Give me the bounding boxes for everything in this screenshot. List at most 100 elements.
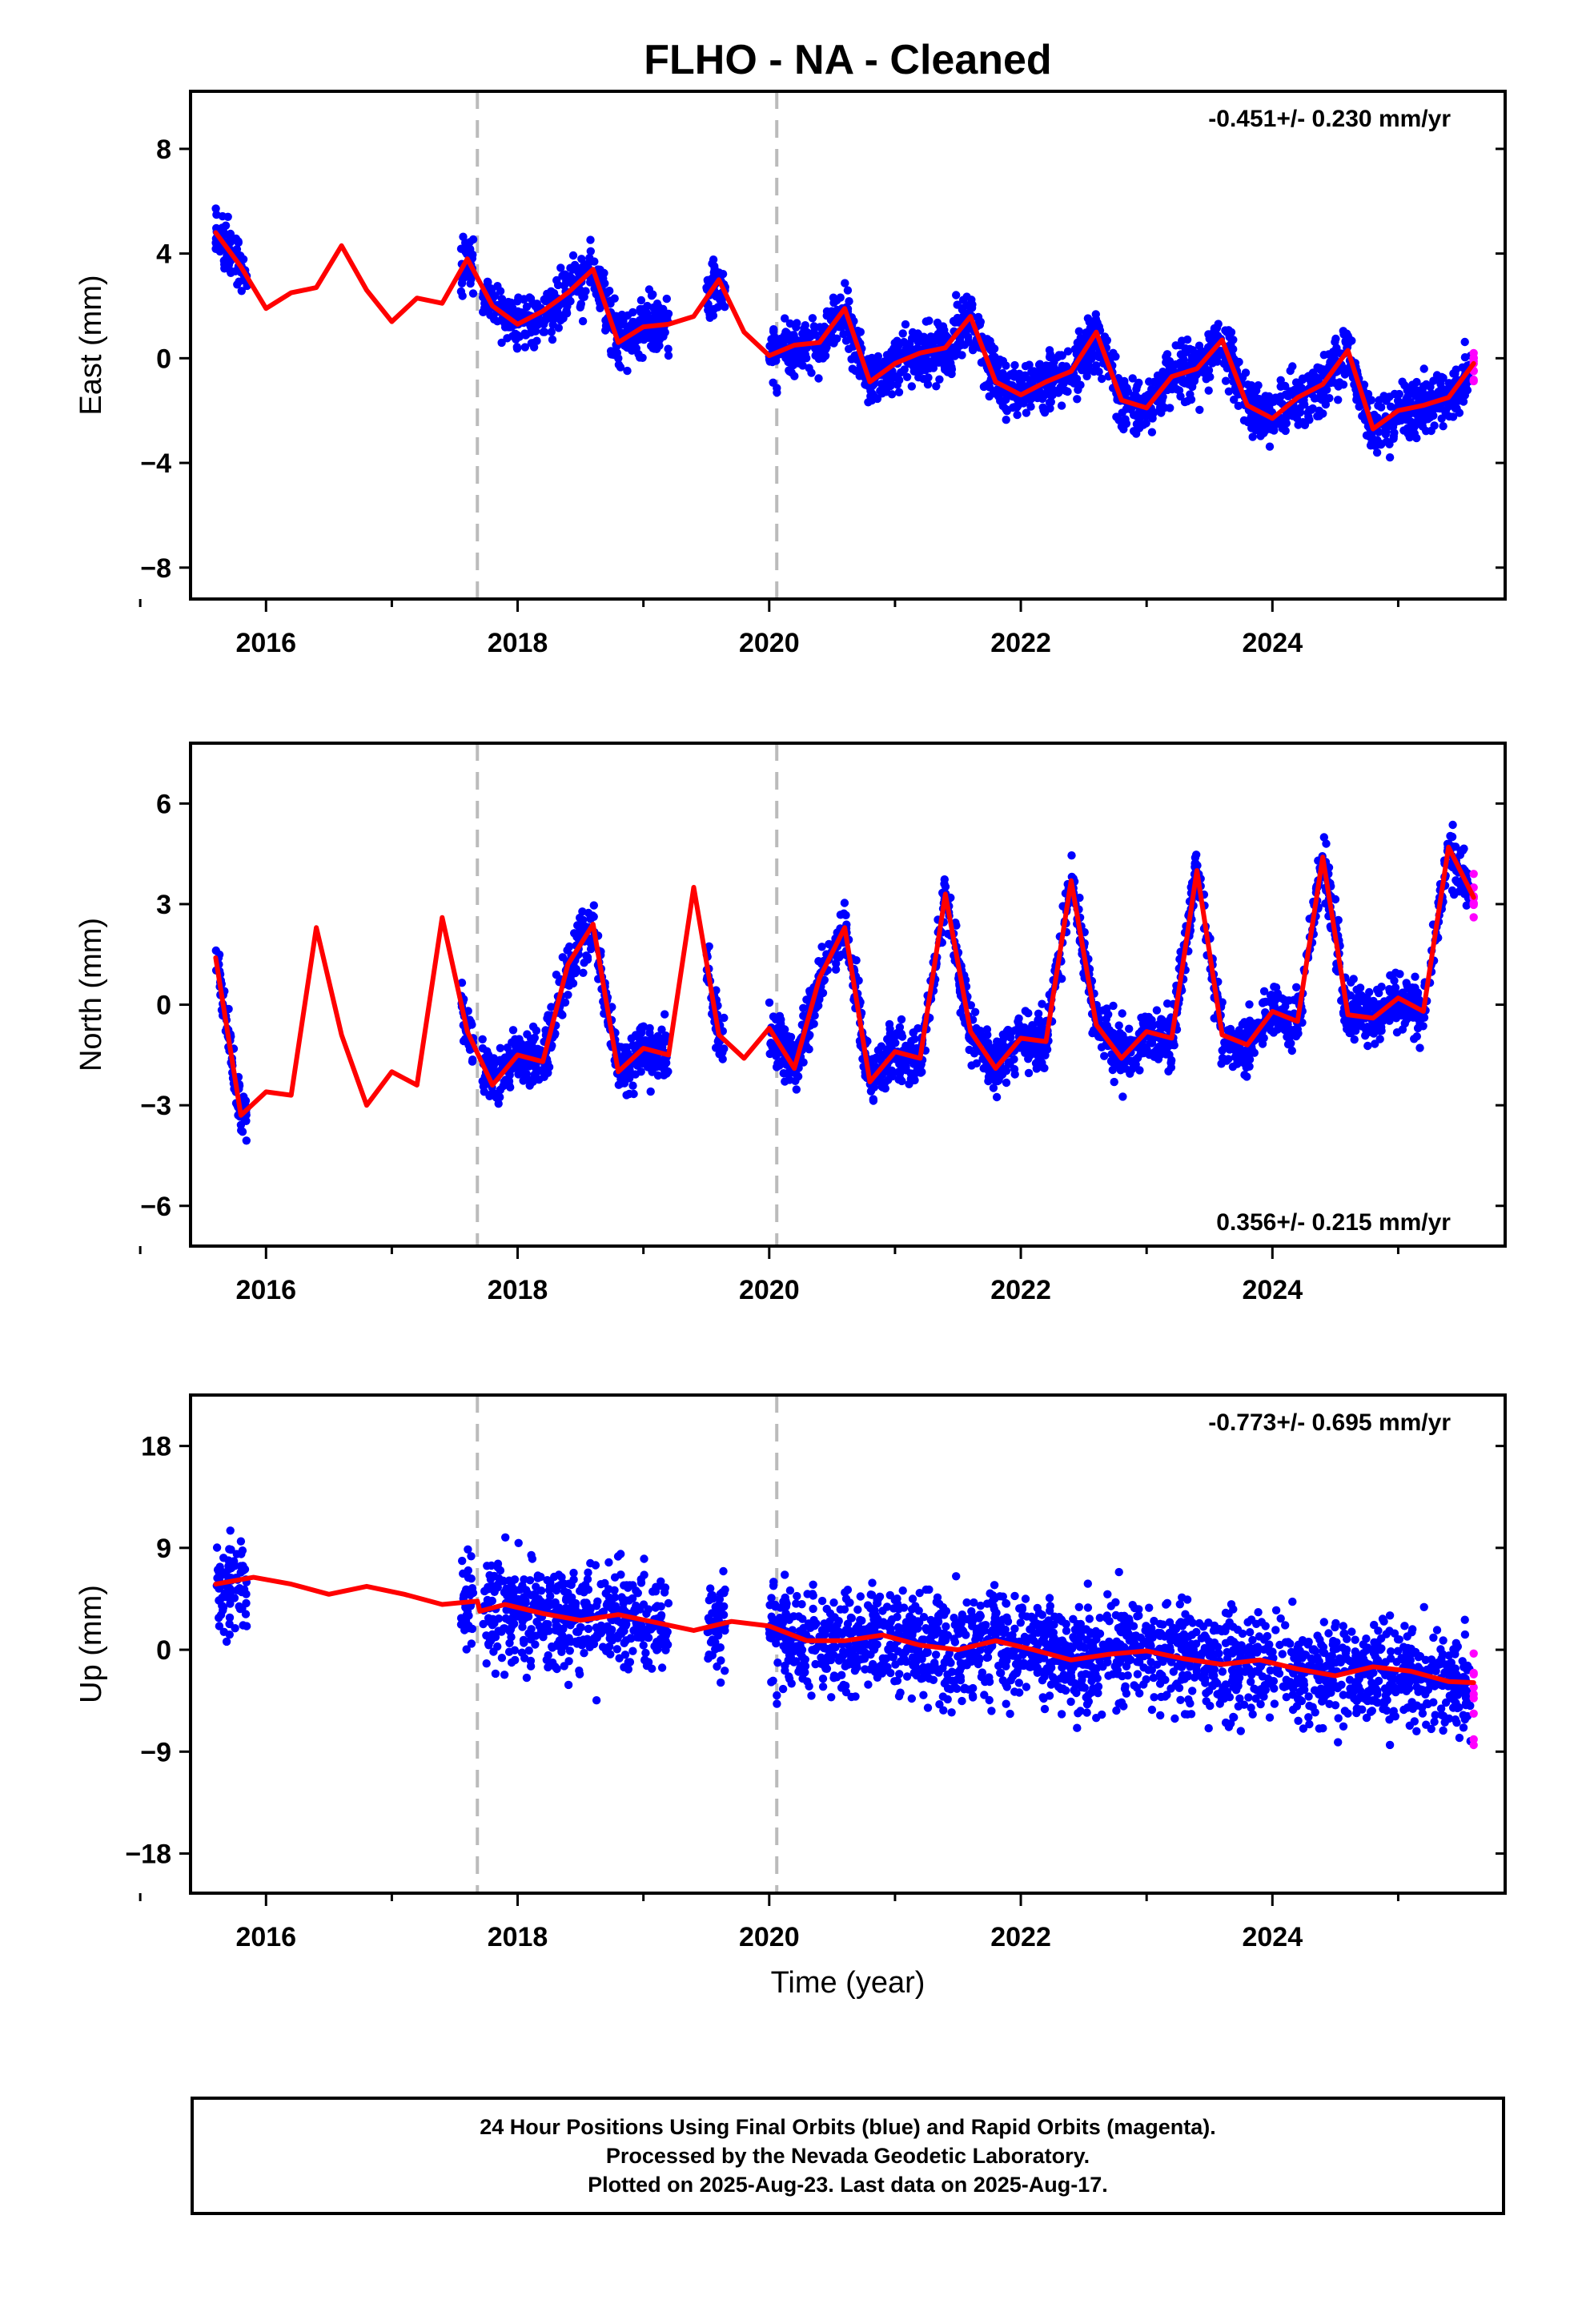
y-tick-label: 4 (156, 239, 171, 270)
data-point (866, 1087, 876, 1096)
data-point (1221, 376, 1231, 385)
data-point (1067, 851, 1076, 860)
data-point (962, 301, 972, 310)
data-point (960, 340, 970, 349)
data-point (619, 316, 628, 326)
data-point (1188, 382, 1197, 392)
data-point (636, 296, 646, 305)
data-point (560, 270, 569, 279)
data-point (898, 329, 907, 338)
data-point (1415, 1043, 1424, 1052)
data-point (588, 911, 597, 920)
data-point (1243, 1059, 1252, 1069)
data-point (718, 1055, 727, 1063)
data-point (873, 1046, 883, 1055)
data-point (836, 293, 845, 302)
data-point (1116, 1066, 1125, 1075)
data-point (1271, 393, 1280, 402)
data-point (702, 283, 711, 292)
data-point (660, 1035, 669, 1043)
data-point (1287, 1046, 1297, 1055)
data-point (713, 303, 722, 312)
data-point (211, 204, 220, 213)
data-point (1396, 1008, 1405, 1017)
data-point (1210, 324, 1219, 333)
data-point (552, 311, 562, 320)
data-point (905, 339, 914, 348)
data-point (1365, 987, 1374, 997)
data-point (1063, 347, 1073, 356)
data-point (1152, 1006, 1162, 1015)
data-point (709, 255, 718, 264)
data-point (832, 959, 841, 968)
data-point (1028, 368, 1038, 376)
data-point (596, 265, 604, 274)
data-point (497, 338, 506, 348)
data-point (851, 366, 860, 376)
data-point (1305, 405, 1314, 415)
data-point (1444, 412, 1454, 421)
data-point (829, 339, 838, 348)
data-point (1202, 375, 1211, 384)
data-point (1452, 404, 1461, 413)
data-point (1110, 1077, 1118, 1087)
data-point (1006, 1033, 1015, 1042)
data-point (1100, 1051, 1109, 1060)
data-point (1366, 441, 1375, 450)
data-point (579, 968, 588, 978)
data-point (1045, 352, 1054, 362)
data-point (1074, 327, 1084, 336)
data-point (930, 334, 938, 343)
figure-title: FLHO - NA - Cleaned (644, 37, 1051, 83)
data-point (1002, 416, 1010, 424)
data-point (1098, 374, 1106, 384)
data-point (1348, 1024, 1358, 1033)
scatter-points (211, 204, 1478, 462)
data-point (483, 1047, 492, 1055)
data-point (1460, 337, 1469, 347)
data-point (504, 1080, 513, 1089)
data-point (1405, 433, 1415, 442)
data-point (866, 386, 875, 396)
data-point (1358, 412, 1367, 420)
data-point (843, 286, 853, 295)
data-point (1413, 990, 1422, 999)
data-point (1155, 403, 1165, 412)
data-point (654, 303, 664, 312)
data-point (556, 263, 565, 272)
data-point (1118, 1009, 1126, 1018)
data-point (529, 343, 539, 352)
data-point (913, 1023, 922, 1033)
data-point (869, 1096, 878, 1105)
data-point (894, 388, 904, 396)
data-point (1369, 1029, 1379, 1038)
data-point (1341, 338, 1351, 347)
data-point (1399, 426, 1408, 435)
data-point (1441, 405, 1451, 415)
data-point (1411, 972, 1419, 981)
y-tick-label: −8 (140, 553, 171, 584)
x-tick-label: 2020 (739, 628, 800, 658)
data-point (1058, 975, 1066, 983)
data-point (1247, 411, 1256, 420)
data-point (478, 1035, 487, 1044)
data-point (900, 365, 909, 374)
data-point (801, 321, 809, 330)
data-point (1343, 329, 1351, 338)
data-point (664, 351, 673, 360)
data-point (1187, 352, 1197, 361)
data-point (1234, 401, 1243, 410)
data-point (1010, 1070, 1019, 1079)
data-point (985, 392, 994, 401)
data-point (1042, 361, 1050, 370)
data-point (576, 913, 584, 923)
data-point (998, 1030, 1008, 1039)
data-point (769, 325, 778, 334)
data-point (902, 372, 912, 381)
data-point (1329, 348, 1338, 356)
y-axis-label: East (mm) (74, 275, 108, 415)
rate-annotation: -0.451+/- 0.230 mm/yr (1208, 106, 1451, 132)
data-point (1271, 983, 1281, 992)
data-point (703, 275, 712, 284)
data-point (546, 288, 555, 297)
